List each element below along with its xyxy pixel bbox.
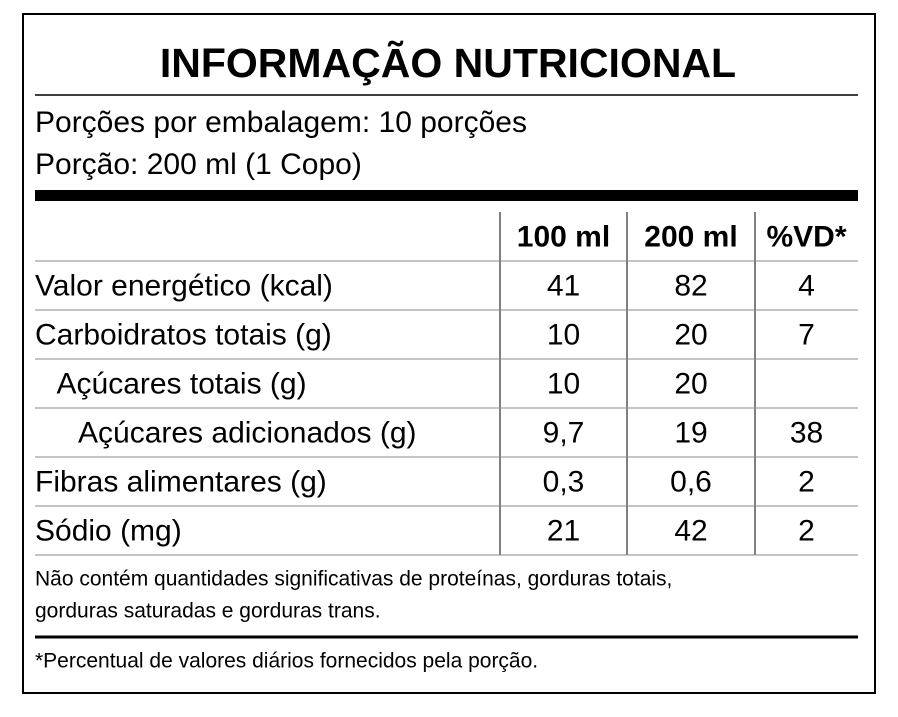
cell-value: 0,3 [543,465,585,498]
outer-border [22,13,876,694]
title: INFORMAÇÃO NUTRICIONAL [160,40,736,86]
row-label: Açúcares adicionados (g) [78,416,417,449]
row-label: Carboidratos totais (g) [35,318,332,351]
serving-info: Porção: 200 ml (1 Copo) [35,148,362,181]
cell-value: 4 [798,269,815,302]
cell-value: 82 [674,269,707,302]
row-label: Valor energético (kcal) [35,269,333,302]
cell-value: 42 [674,514,707,547]
cell-value: 10 [547,367,580,400]
row-label: Sódio (mg) [35,514,182,547]
cell-value: 38 [790,416,823,449]
thick-rule [35,190,858,201]
serving-info: Porções por embalagem: 10 porções [35,106,527,139]
cell-value: 10 [547,318,580,351]
footnote: gorduras saturadas e gorduras trans. [35,600,381,623]
row-label: Açúcares totais (g) [57,367,307,400]
column-header: 200 ml [644,220,737,253]
cell-value: 2 [798,514,815,547]
cell-value: 2 [798,465,815,498]
cell-value: 9,7 [543,416,585,449]
column-header: 100 ml [517,220,610,253]
cell-value: 19 [674,416,707,449]
column-header: %VD* [766,220,846,253]
cell-value: 41 [547,269,580,302]
cell-value: 21 [547,514,580,547]
cell-value: 7 [798,318,815,351]
footnote: *Percentual de valores diários fornecido… [35,650,538,673]
cell-value: 20 [674,367,707,400]
row-label: Fibras alimentares (g) [35,465,327,498]
footnote: Não contém quantidades significativas de… [35,568,672,591]
cell-value: 0,6 [670,465,712,498]
cell-value: 20 [674,318,707,351]
